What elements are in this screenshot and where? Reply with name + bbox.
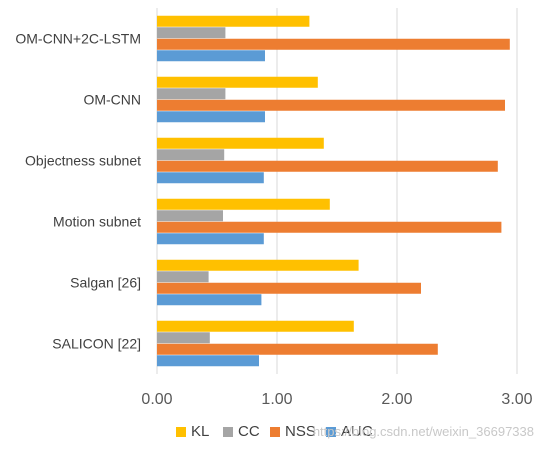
category-label: OM-CNN [83,92,141,108]
bar-nss [157,282,421,294]
bar-kl [157,137,324,149]
bar-auc [157,355,259,367]
category-label: SALICON [22] [52,336,141,352]
bar-nss [157,160,498,172]
legend: KL CC NSS AUC [176,423,373,440]
bar-cc [157,88,226,100]
gridlines [156,8,518,374]
bar-auc [157,172,264,184]
legend-swatch-cc [223,427,233,437]
bar-kl [157,76,318,88]
bars [157,15,510,367]
legend-label: CC [238,423,260,440]
bar-auc [157,50,265,62]
x-tick-label: 3.00 [501,391,532,408]
legend-swatch-nss [270,427,280,437]
legend-label: AUC [341,423,373,440]
category-label: OM-CNN+2C-LSTM [15,31,141,47]
legend-label: KL [191,423,209,440]
category-labels: OM-CNN+2C-LSTM OM-CNN Objectness subnet Mot… [15,31,141,352]
legend-swatch-auc [326,427,336,437]
x-tick-labels: 0.00 1.00 2.00 3.00 [141,391,532,408]
bar-cc [157,149,225,161]
bar-cc [157,332,210,344]
watermark-text: https://blog.csdn.net/weixin_36697338 [313,424,534,439]
bar-kl [157,198,330,210]
x-tick-label: 1.00 [261,391,292,408]
bar-cc [157,271,209,283]
bar-auc [157,111,265,123]
bar-auc [157,294,262,306]
bar-nss [157,221,502,233]
bar-auc [157,233,264,245]
category-label: Objectness subnet [25,153,141,169]
bar-nss [157,99,505,111]
category-label: Motion subnet [53,214,141,230]
bar-cc [157,27,226,39]
x-tick-label: 0.00 [141,391,172,408]
bar-kl [157,320,354,332]
category-label: Salgan [26] [70,275,141,291]
bar-kl [157,15,310,27]
bar-nss [157,343,438,355]
x-tick-label: 2.00 [381,391,412,408]
bar-cc [157,210,223,222]
legend-label: NSS [285,423,316,440]
legend-swatch-kl [176,427,186,437]
bar-kl [157,259,359,271]
bar-nss [157,38,510,50]
